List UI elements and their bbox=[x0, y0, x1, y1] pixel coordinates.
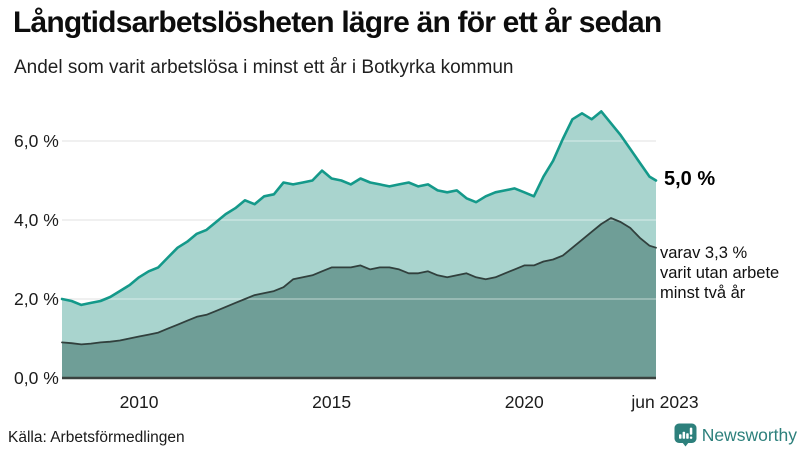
x-tick-label: 2020 bbox=[504, 392, 544, 412]
subset-annotation: varav 3,3 % varit utan arbete minst två … bbox=[660, 243, 779, 303]
newsworthy-logo-icon bbox=[674, 423, 697, 447]
y-tick-label: 2,0 % bbox=[14, 288, 59, 309]
source-note: Källa: Arbetsförmedlingen bbox=[8, 429, 185, 446]
subset-annotation-line: varit utan arbete bbox=[660, 264, 780, 282]
newsworthy-brand-label: Newsworthy bbox=[701, 424, 797, 445]
newsworthy-brand-link[interactable]: Newsworthy bbox=[674, 423, 797, 447]
y-tick-label: 0,0 % bbox=[14, 367, 59, 388]
y-tick-label: 4,0 % bbox=[14, 209, 59, 230]
x-tick-label: 2015 bbox=[312, 392, 352, 412]
subset-annotation-line: minst två år bbox=[660, 284, 746, 302]
page-title: Långtidsarbetslösheten lägre än för ett … bbox=[13, 6, 662, 39]
page-subtitle: Andel som varit arbetslösa i minst ett å… bbox=[14, 57, 514, 78]
y-tick-label: 6,0 % bbox=[14, 130, 59, 151]
total-end-value-label: 5,0 % bbox=[664, 168, 716, 190]
x-tick-label: jun 2023 bbox=[631, 392, 699, 412]
subset-annotation-line: varav 3,3 % bbox=[660, 244, 748, 262]
x-tick-label: 2010 bbox=[119, 392, 159, 412]
